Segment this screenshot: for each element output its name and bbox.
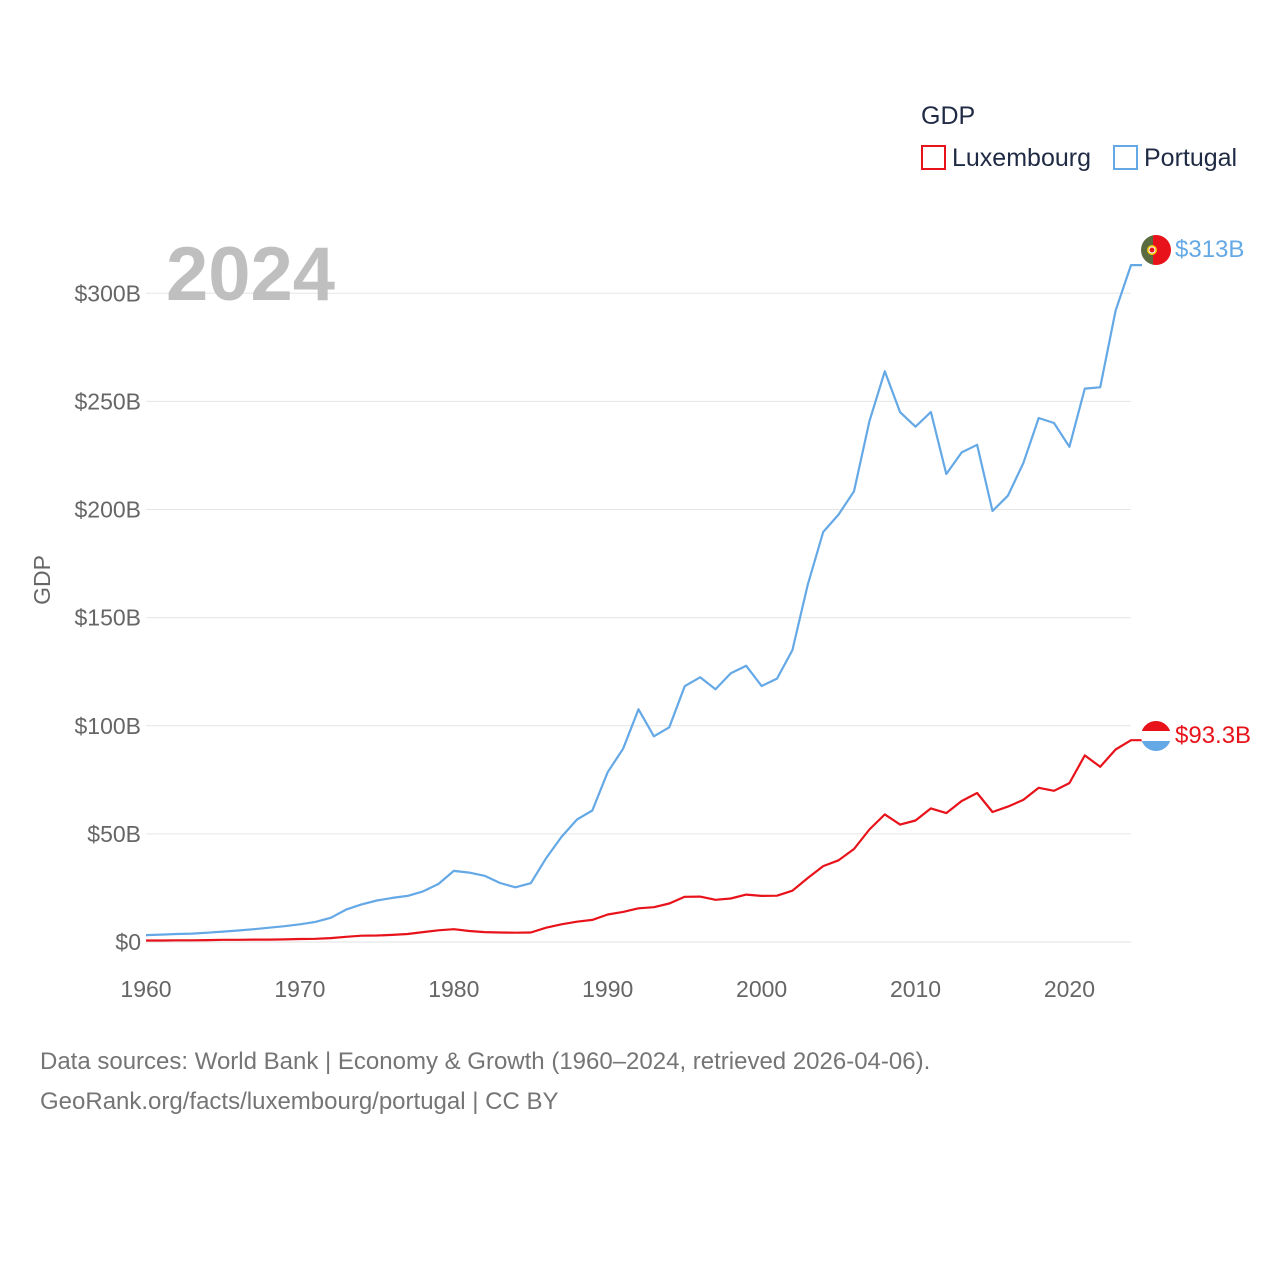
y-axis-ticks: $0 $50B $100B $150B $200B $250B $300B [74, 280, 141, 955]
y-tick-label: $300B [74, 280, 141, 306]
footer-attribution: GeoRank.org/facts/luxembourg/portugal | … [40, 1088, 559, 1115]
series-lines [145, 264, 1142, 942]
y-tick-label: $50B [87, 821, 141, 847]
legend-swatch-portugal[interactable] [1113, 145, 1138, 170]
x-tick-label: 2020 [1044, 976, 1095, 1002]
series-line-luxembourg[interactable] [146, 739, 1142, 942]
x-tick-label: 1960 [120, 976, 171, 1002]
x-tick-label: 2010 [890, 976, 941, 1002]
x-tick-label: 1980 [428, 976, 479, 1002]
end-label-luxembourg: $93.3B [1175, 722, 1251, 749]
end-label-portugal: $313B [1175, 236, 1244, 263]
luxembourg-flag-icon [1141, 721, 1171, 751]
x-axis-ticks: 1960 1970 1980 1990 2000 2010 2020 [120, 976, 1095, 1002]
legend-label-luxembourg[interactable]: Luxembourg [952, 144, 1091, 172]
y-tick-label: $100B [74, 713, 141, 739]
y-tick-label: $0 [115, 929, 141, 955]
x-tick-label: 1970 [274, 976, 325, 1002]
y-axis-label: GDP [29, 555, 55, 605]
y-tick-label: $200B [74, 497, 141, 523]
x-tick-label: 2000 [736, 976, 787, 1002]
portugal-flag-icon [1141, 235, 1171, 265]
gridlines [146, 292, 1131, 835]
x-tick-label: 1990 [582, 976, 633, 1002]
y-tick-label: $250B [74, 388, 141, 414]
footer-data-sources: Data sources: World Bank | Economy & Gro… [40, 1048, 931, 1075]
year-label: 2024 [166, 232, 335, 317]
footer-source: Data sources: World Bank | Economy & Gro… [40, 1042, 930, 1122]
legend-label-portugal[interactable]: Portugal [1144, 144, 1237, 172]
legend-title: GDP [921, 102, 975, 130]
series-line-portugal[interactable] [145, 264, 1142, 937]
legend-swatch-luxembourg[interactable] [921, 145, 946, 170]
y-tick-label: $150B [74, 605, 141, 631]
legend: GDP Luxembourg Portugal [921, 102, 1237, 172]
